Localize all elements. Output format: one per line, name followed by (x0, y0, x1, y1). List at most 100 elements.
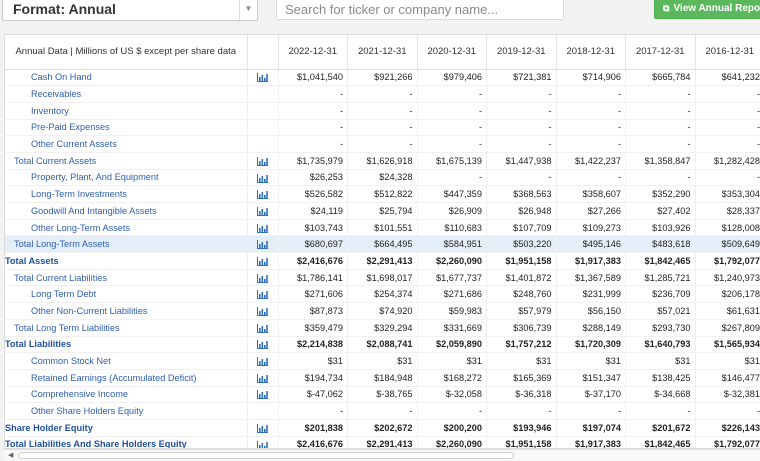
chart-cell[interactable] (247, 69, 279, 87)
bar-chart-icon[interactable] (257, 206, 268, 216)
value-cell: $329,294 (347, 319, 418, 337)
value-cell: $236,709 (625, 285, 696, 304)
chevron-down-icon[interactable]: ▼ (239, 0, 257, 20)
row-label[interactable]: Share Holder Equity (5, 419, 248, 437)
bar-chart-icon[interactable] (257, 373, 268, 383)
row-label[interactable]: Total Long-Term Assets (5, 235, 248, 254)
view-annual-reports-button[interactable]: ⧉View Annual Reports (654, 0, 760, 19)
value-cell: - (625, 169, 696, 187)
row-label[interactable]: Total Liabilities (5, 336, 248, 354)
bar-chart-icon[interactable] (257, 440, 268, 448)
bar-chart-icon[interactable] (257, 323, 268, 333)
value-cell: $31 (625, 352, 696, 370)
value-cell: $201,838 (278, 419, 348, 437)
bar-chart-icon[interactable] (257, 390, 268, 400)
bar-chart-icon[interactable] (257, 357, 268, 367)
chart-cell[interactable] (247, 169, 279, 187)
bar-chart-icon[interactable] (257, 223, 268, 233)
value-cell: $664,495 (347, 235, 418, 254)
bar-chart-icon[interactable] (257, 173, 268, 183)
row-label[interactable]: Comprehensive Income (5, 386, 248, 404)
row-label[interactable]: Long-Term Investments (5, 185, 248, 203)
table-row: Long Term Debt $271,606 $254,374 $271,686 $2… (5, 285, 760, 304)
table-row: Long-Term Investments $526,582 $512,822 $44… (5, 185, 760, 203)
row-label[interactable]: Total Long Term Liabilities (5, 319, 248, 337)
bar-chart-icon[interactable] (257, 256, 268, 266)
format-select[interactable]: Format: Annual ▼ (2, 0, 258, 21)
view-annual-reports-label: View Annual Reports (673, 3, 760, 14)
value-cell: - (556, 135, 626, 153)
chart-cell[interactable] (247, 302, 279, 320)
chart-cell[interactable] (247, 386, 279, 404)
chart-cell[interactable] (247, 352, 279, 370)
row-label[interactable]: Total Liabilities And Share Holders Equi… (5, 436, 248, 448)
row-label[interactable]: Long Term Debt (5, 285, 248, 304)
value-cell: $-36,318 (486, 386, 557, 404)
bar-chart-icon[interactable] (257, 340, 268, 350)
row-label[interactable]: Other Current Assets (5, 135, 248, 153)
value-cell: $109,273 (556, 219, 626, 237)
value-cell: $2,260,090 (417, 252, 487, 270)
value-cell: $1,757,212 (486, 336, 557, 354)
bar-chart-icon[interactable] (257, 307, 268, 316)
horizontal-scrollbar[interactable]: ◀ (4, 449, 760, 461)
row-label[interactable]: Total Assets (5, 252, 248, 270)
chart-cell[interactable] (247, 269, 279, 287)
year-header: 2020-12-31 (417, 35, 487, 70)
row-label[interactable]: Property, Plant, And Equipment (5, 169, 248, 187)
value-cell: $248,760 (486, 285, 557, 304)
value-cell: $509,649 (695, 235, 760, 254)
row-label[interactable]: Total Current Liabilities (5, 269, 248, 287)
row-label[interactable]: Common Stock Net (5, 352, 248, 370)
chart-cell[interactable] (247, 152, 279, 170)
search-input[interactable] (276, 0, 564, 20)
value-cell: $107,709 (486, 219, 557, 237)
value-cell: $2,088,741 (347, 336, 418, 354)
scroll-left-icon[interactable]: ◀ (8, 452, 14, 459)
row-label[interactable]: Inventory (5, 102, 248, 120)
chart-cell[interactable] (247, 436, 279, 448)
chart-cell[interactable] (247, 419, 279, 437)
chart-cell[interactable] (247, 319, 279, 337)
value-cell: $503,220 (486, 235, 557, 254)
chart-cell[interactable] (247, 202, 279, 220)
row-label[interactable]: Total Current Assets (5, 152, 248, 170)
bar-chart-icon[interactable] (257, 190, 268, 200)
chart-cell[interactable] (247, 219, 279, 237)
bar-chart-icon[interactable] (257, 273, 268, 283)
row-label[interactable]: Cash On Hand (5, 69, 248, 87)
value-cell: $151,347 (556, 369, 626, 387)
chart-cell[interactable] (247, 336, 279, 354)
value-cell: $267,809 (695, 319, 760, 337)
row-label[interactable]: Other Long-Term Assets (5, 219, 248, 237)
row-label[interactable]: Retained Earnings (Accumulated Deficit) (5, 369, 248, 387)
chart-cell[interactable] (247, 252, 279, 270)
value-cell: - (486, 102, 557, 120)
row-label[interactable]: Goodwill And Intangible Assets (5, 202, 248, 220)
value-cell: $197,074 (556, 419, 626, 437)
bar-chart-icon[interactable] (257, 290, 268, 300)
value-cell: - (417, 119, 487, 137)
bar-chart-icon[interactable] (257, 73, 268, 83)
chart-cell[interactable] (247, 185, 279, 203)
value-cell: - (347, 402, 418, 420)
chart-cell[interactable] (247, 235, 279, 254)
row-label[interactable]: Receivables (5, 85, 248, 103)
value-cell: - (695, 102, 760, 120)
chart-cell[interactable] (247, 369, 279, 387)
bar-chart-icon[interactable] (257, 240, 268, 250)
value-cell: - (556, 85, 626, 103)
scrollbar-thumb[interactable] (18, 452, 514, 459)
table-row: Other Share Holders Equity - - - - - - - (5, 402, 760, 420)
value-cell: $31 (486, 352, 557, 370)
row-label[interactable]: Other Non-Current Liabilities (5, 302, 248, 320)
row-label[interactable]: Other Share Holders Equity (5, 402, 248, 420)
row-label[interactable]: Pre-Paid Expenses (5, 119, 248, 137)
table-header-row: Annual Data | Millions of US $ except pe… (5, 35, 760, 70)
value-cell: - (278, 102, 348, 120)
value-cell: $138,425 (625, 369, 696, 387)
value-cell: $-34,668 (625, 386, 696, 404)
bar-chart-icon[interactable] (257, 156, 268, 166)
chart-cell[interactable] (247, 285, 279, 304)
bar-chart-icon[interactable] (257, 423, 268, 433)
